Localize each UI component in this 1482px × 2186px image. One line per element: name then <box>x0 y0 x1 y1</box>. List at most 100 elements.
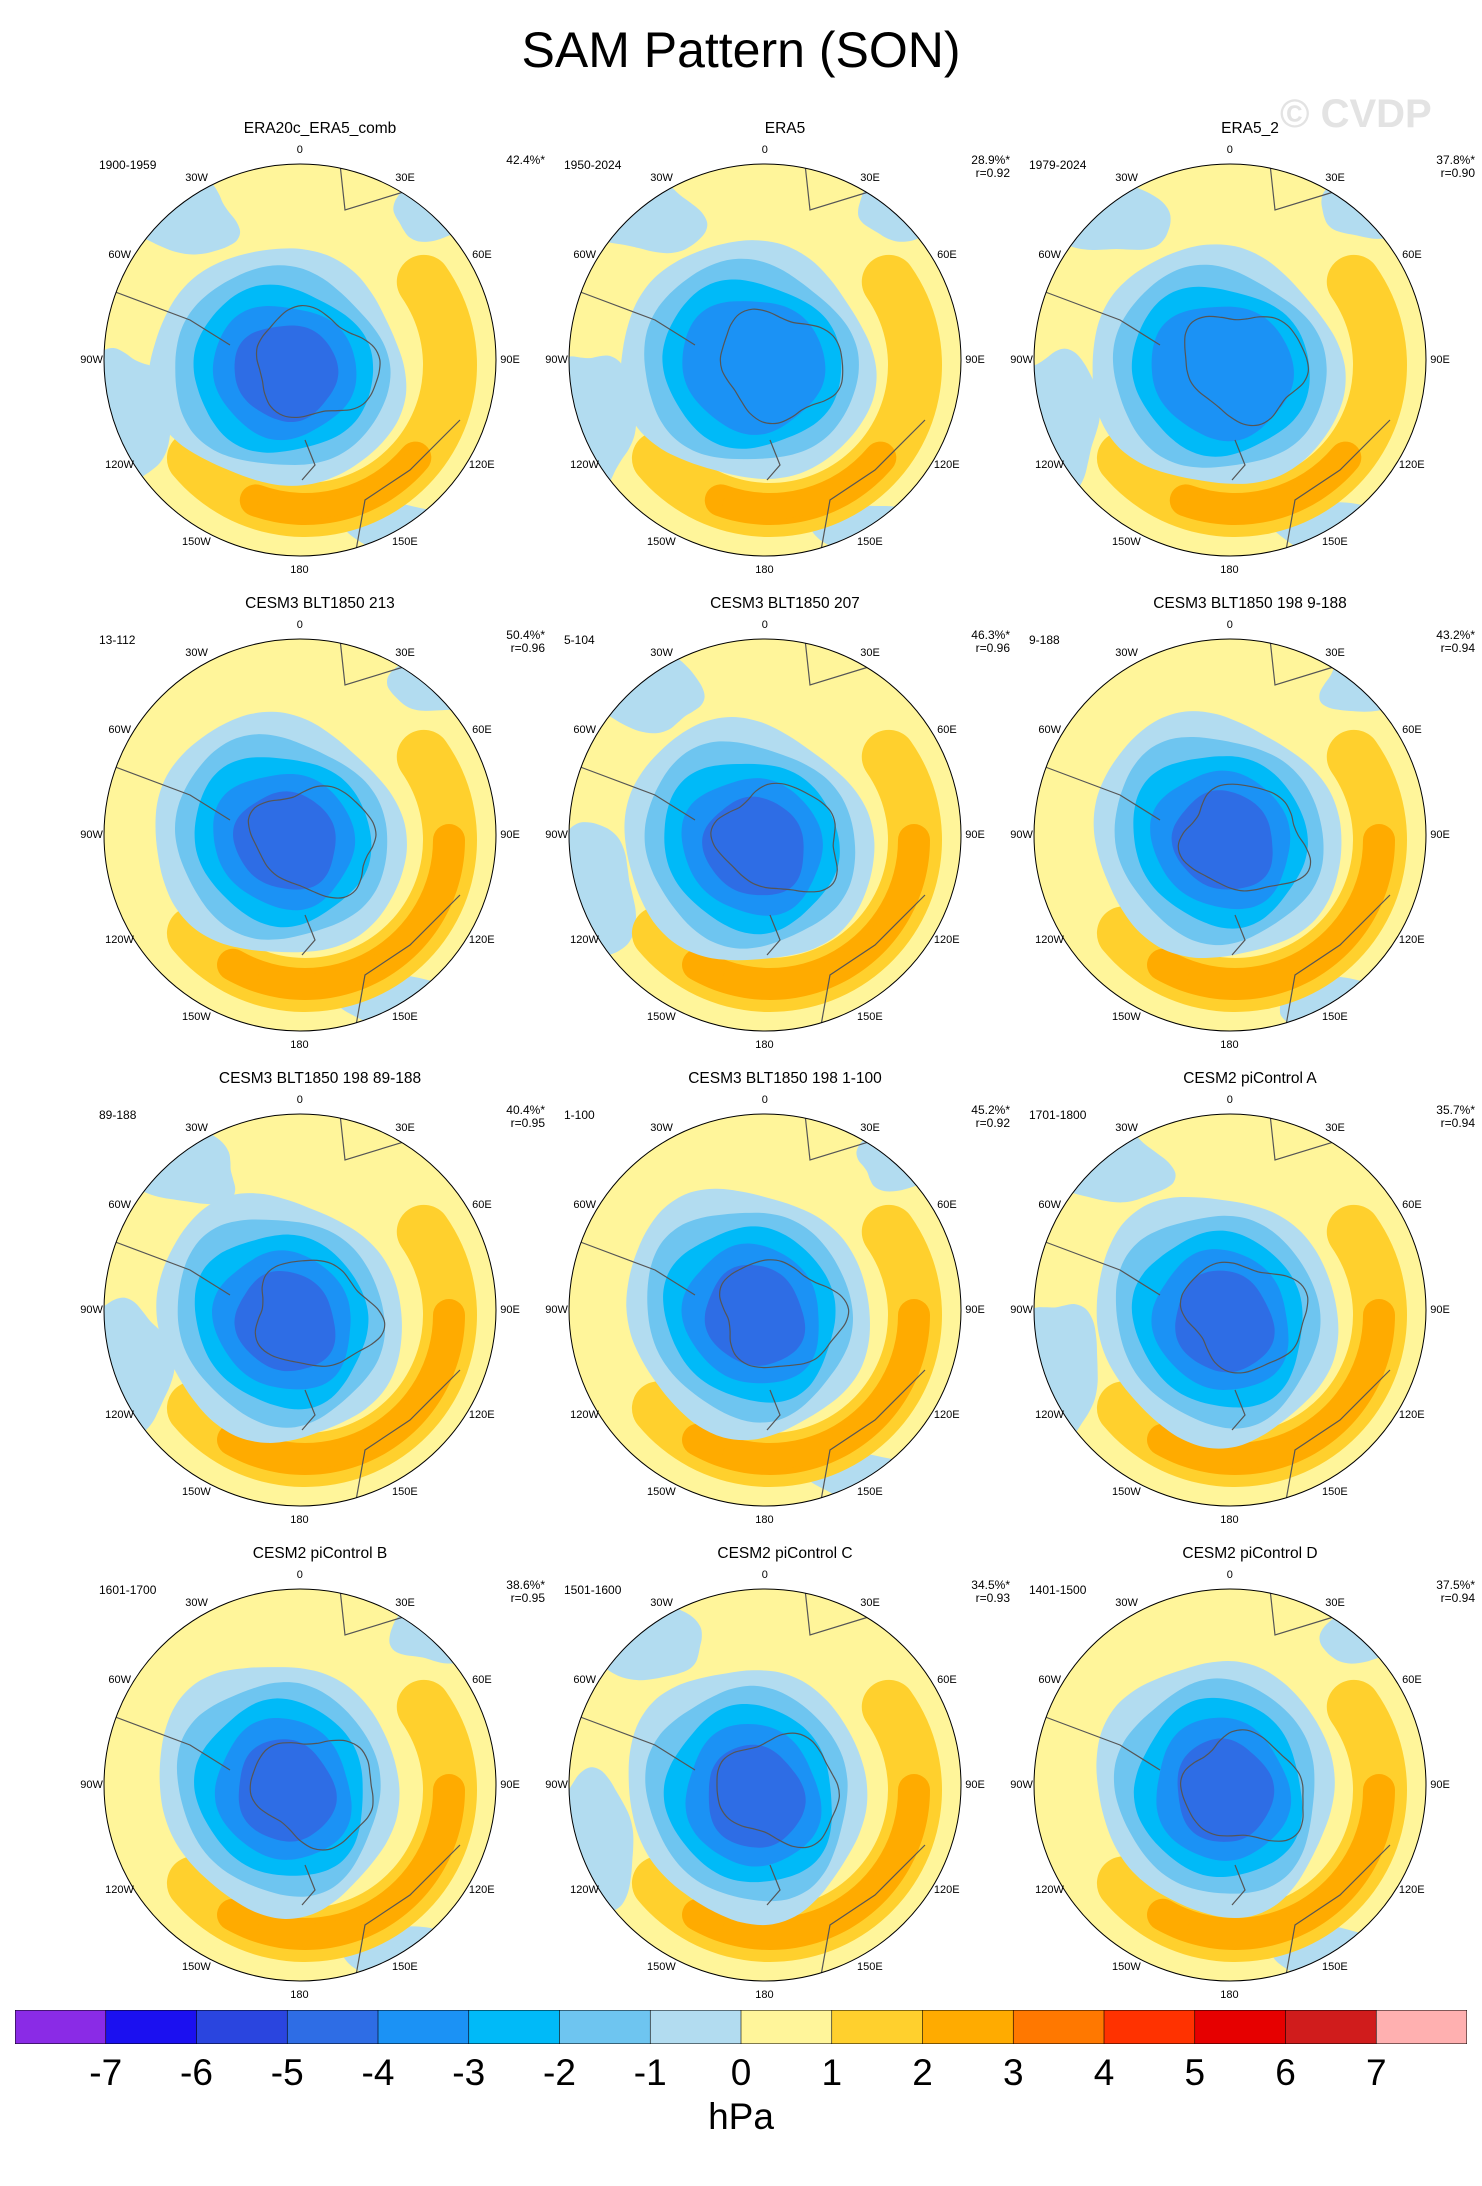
south-america-coastline <box>574 764 696 821</box>
new-zealand-coastline <box>1231 439 1246 481</box>
map-panel: ERA20c_ERA5_comb 1900-1959 42.4%* 0 30E 60E 90… <box>80 120 555 590</box>
colorbar-swatch <box>468 2010 560 2044</box>
lon-label: 30W <box>650 1597 673 1610</box>
panel-years: 89-188 <box>99 1108 137 1122</box>
australia-coastline <box>819 1844 926 1981</box>
field-contour-neg0 <box>1034 1304 1098 1448</box>
panel-years: 1979-2024 <box>1029 158 1087 172</box>
field-contour-neg0 <box>1034 164 1171 251</box>
lon-label: 180 <box>755 1989 774 2001</box>
lon-label: 150E <box>1322 1485 1348 1498</box>
new-zealand-coastline <box>1231 914 1246 956</box>
panel-pattern-correlation: r=0.95 <box>510 1116 545 1130</box>
new-zealand-coastline <box>301 1864 316 1906</box>
panel-years: 1601-1700 <box>99 1583 157 1597</box>
panel-title: ERA20c_ERA5_comb <box>243 120 397 137</box>
new-zealand-coastline <box>301 914 316 956</box>
map-svg <box>103 638 497 1032</box>
new-zealand-coastline <box>301 1389 316 1431</box>
panel-title: CESM3 BLT1850 207 <box>710 595 860 612</box>
map-boundary <box>1033 163 1427 557</box>
panel-stats: 43.2%* r=0.94 <box>1436 629 1475 655</box>
field-contour-neg4 <box>1151 306 1294 442</box>
map-boundary <box>1033 638 1427 1032</box>
panel-variance-pct: 34.5%* <box>971 1578 1010 1592</box>
field-contour-neg0 <box>104 348 171 496</box>
map-boundary <box>568 1588 962 1982</box>
lon-label: 180 <box>1220 1514 1239 1526</box>
colorbar-tick-label: 2 <box>912 2052 933 2093</box>
panel-years: 1-100 <box>564 1108 595 1122</box>
australia-coastline <box>354 894 461 1031</box>
panel-title: CESM3 BLT1850 213 <box>245 595 395 612</box>
colorbar-tick-label: 7 <box>1365 2052 1387 2093</box>
lon-label: 120E <box>933 1409 960 1421</box>
antarctica-coastline <box>249 1739 374 1851</box>
map-panel: ERA5_2 1979-2024 37.8%* r=0.90 0 30E 60E 90E 120… <box>1010 120 1482 590</box>
lon-label: 90E <box>1430 1304 1450 1316</box>
lon-label: 150E <box>392 1010 418 1023</box>
colorbar-swatch <box>1194 2010 1286 2044</box>
lon-label: 30W <box>185 647 208 660</box>
lon-label: 30W <box>1115 1122 1138 1135</box>
map-panel: CESM3 BLT1850 198 1-100 1-100 45.2%* r=0.92… <box>545 1070 1020 1540</box>
panel-pattern-correlation: r=0.94 <box>1440 1116 1475 1130</box>
map-svg <box>568 163 962 557</box>
lon-label: 60E <box>1402 1674 1422 1686</box>
colorbar-tick-label: -1 <box>633 2052 667 2093</box>
lon-label: 180 <box>755 564 774 576</box>
map-svg <box>1033 163 1427 557</box>
panel-pattern-correlation: r=0.96 <box>975 641 1010 655</box>
lon-label: 90W <box>545 1304 568 1316</box>
africa-coastline <box>804 1114 876 1161</box>
colorbar-units: hPa <box>708 2096 774 2137</box>
colorbar-swatch <box>1013 2010 1104 2044</box>
map-panel: CESM3 BLT1850 198 89-188 89-188 40.4%* r=0.… <box>80 1070 555 1540</box>
lon-label: 90E <box>500 1779 520 1791</box>
lon-label: 90E <box>500 354 520 366</box>
new-zealand-coastline <box>1231 1864 1246 1906</box>
lon-label: 150E <box>857 1485 883 1498</box>
lon-label: 150W <box>182 535 211 548</box>
field-contour-pos3 <box>257 447 426 519</box>
lon-label: 120E <box>1398 1409 1425 1421</box>
colorbar-tick-label: -6 <box>180 2052 213 2093</box>
map-boundary <box>568 163 962 557</box>
lon-label: 120E <box>1398 934 1425 946</box>
lon-label: 60E <box>472 1199 492 1211</box>
lon-label: 60W <box>1038 1674 1061 1686</box>
lon-label: 120E <box>1398 459 1425 471</box>
panel-years: 1501-1600 <box>564 1583 622 1597</box>
panel-pattern-correlation: r=0.90 <box>1440 166 1475 180</box>
lon-label: 0 <box>1226 619 1233 631</box>
australia-coastline <box>354 419 461 556</box>
new-zealand-coastline <box>301 439 316 481</box>
australia-coastline <box>1284 1369 1391 1506</box>
lon-label: 30E <box>860 1597 880 1610</box>
south-america-coastline <box>574 1239 696 1296</box>
lon-label: 30W <box>1115 647 1138 660</box>
colorbar-swatch <box>196 2010 288 2044</box>
panel-variance-pct: 28.9%* <box>971 153 1010 167</box>
colorbar-tick-label: 3 <box>1002 2052 1024 2093</box>
panel-stats: 42.4%* <box>506 154 545 167</box>
lon-label: 30E <box>1325 1597 1345 1610</box>
map-boundary <box>103 638 497 1032</box>
map-svg <box>568 1113 962 1507</box>
lon-label: 30E <box>395 1597 415 1610</box>
lon-label: 90W <box>1010 1779 1033 1791</box>
map-panel: CESM3 BLT1850 198 9-188 9-188 43.2%* r=0.94… <box>1010 595 1482 1065</box>
australia-coastline <box>354 1369 461 1506</box>
antarctica-coastline <box>1184 315 1310 427</box>
panel-stats: 46.3%* r=0.96 <box>971 629 1010 655</box>
lon-label: 30E <box>1325 172 1345 185</box>
lon-label: 150W <box>182 1485 211 1498</box>
colorbar-tick-label: 6 <box>1275 2052 1296 2093</box>
panel-stats: 37.8%* r=0.90 <box>1436 154 1475 180</box>
field-contour-neg0 <box>104 167 241 255</box>
lon-label: 30E <box>395 172 415 185</box>
map-svg <box>568 638 962 1032</box>
antarctica-coastline <box>1179 1261 1309 1374</box>
south-america-coastline <box>1039 1239 1161 1296</box>
lon-label: 180 <box>290 1039 309 1051</box>
